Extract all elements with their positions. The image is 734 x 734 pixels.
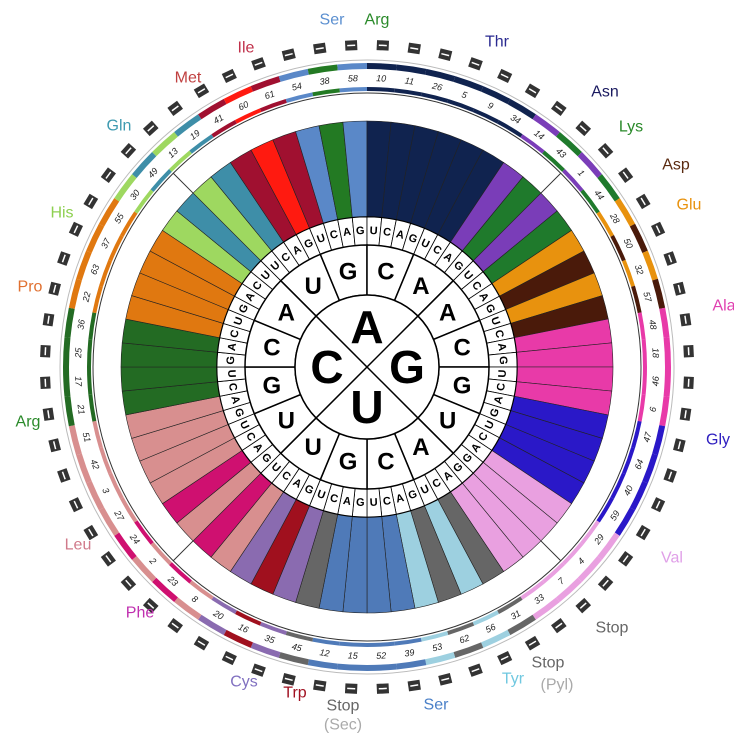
first-letter: G (389, 341, 425, 393)
amino-acid-label: Cys (230, 674, 258, 691)
second-letter: A (278, 300, 295, 327)
second-letter: G (339, 258, 358, 285)
hexagram-number: 21 (75, 403, 87, 415)
third-letter: G (356, 497, 365, 509)
amino-acid-label: His (50, 205, 73, 222)
second-letter: U (304, 273, 321, 300)
second-letter: G (453, 372, 472, 399)
hexagram-number: 52 (376, 650, 386, 660)
amino-acid-label: Phe (126, 605, 155, 622)
hexagram-number: 15 (348, 650, 359, 661)
first-letter: C (310, 341, 343, 393)
amino-acid-label: (Sec) (324, 717, 362, 734)
third-letter: G (356, 225, 365, 237)
second-letter: A (439, 300, 456, 327)
hexagram-number: 11 (404, 75, 415, 86)
amino-acid-label: Trp (283, 685, 307, 702)
second-letter: A (412, 273, 429, 300)
first-letter: U (350, 381, 383, 433)
hexagram-number: 25 (73, 347, 84, 359)
amino-acid-label: Stop (596, 620, 629, 637)
second-letter: C (453, 335, 470, 362)
amino-acid-label: (Pyl) (541, 677, 574, 694)
hexagram-number: 36 (75, 319, 86, 330)
amino-acid-label: Stop (327, 698, 360, 715)
amino-acid-label: Ser (424, 697, 450, 714)
hexagram-number: 18 (650, 348, 660, 358)
amino-acid-label: Stop (532, 655, 565, 672)
hexagram-number: 10 (376, 73, 386, 83)
hexagram-number: 12 (319, 647, 330, 658)
third-letter: U (225, 369, 237, 378)
second-letter: U (278, 407, 295, 434)
amino-acid-label: Asn (591, 84, 619, 101)
second-letter: U (304, 434, 321, 461)
amino-acid-label: Asp (662, 157, 690, 174)
amino-acid-label: Leu (65, 537, 92, 554)
hexagram-number: 38 (319, 75, 330, 86)
hexagram-number: 48 (647, 319, 658, 330)
hexagram-number: 39 (404, 647, 415, 658)
amino-acid-label: Arg (16, 414, 41, 431)
amino-acid-label: Tyr (502, 671, 525, 688)
third-letter: G (225, 356, 237, 365)
amino-acid-label: Thr (485, 34, 510, 51)
third-letter: U (369, 497, 378, 509)
amino-acid-label: Pro (18, 279, 43, 296)
amino-acid-label: Ile (238, 40, 255, 57)
amino-acid-label: Met (175, 70, 202, 87)
amino-acid-label: Lys (619, 119, 643, 136)
second-letter: C (377, 258, 394, 285)
codon-wheel: 1319416061543858101126593414431442850325… (0, 0, 734, 734)
amino-acid-label: Ser (320, 12, 346, 29)
first-letter: A (350, 301, 383, 353)
amino-acid-label: Arg (365, 12, 390, 29)
second-letter: C (263, 335, 280, 362)
second-letter: U (439, 407, 456, 434)
second-letter: G (339, 449, 358, 476)
hexagram-number: 46 (650, 376, 660, 386)
amino-acid-label: Ala (712, 298, 734, 315)
second-letter: G (263, 372, 282, 399)
hexagram-number: 17 (73, 376, 84, 387)
third-letter: G (497, 356, 509, 365)
third-letter: U (497, 369, 509, 378)
second-letter: C (377, 449, 394, 476)
second-letter: A (412, 434, 429, 461)
third-letter: U (369, 225, 378, 237)
amino-acid-label: Val (661, 550, 683, 567)
hexagram-number: 58 (348, 73, 358, 83)
amino-acid-label: Glu (677, 197, 702, 214)
amino-acid-label: Gln (107, 118, 132, 135)
amino-acid-label: Gly (706, 432, 730, 449)
